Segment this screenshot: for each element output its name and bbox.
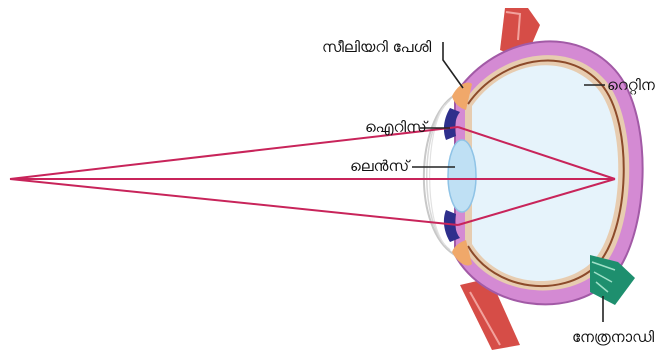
- lens: [447, 139, 477, 213]
- light-rays: [9, 126, 616, 226]
- ciliary-body-upper: [452, 82, 472, 110]
- lower-muscle: [460, 278, 520, 350]
- retina-label: റെറ്റിന: [607, 76, 655, 95]
- optic-nerve-label: നേത്രനാഡി: [572, 328, 655, 346]
- retina-layer: [467, 59, 625, 287]
- iris-label: ഐറിസ്: [365, 118, 429, 136]
- iris-lower: [443, 210, 460, 242]
- ciliary-muscle-leader: [442, 42, 464, 89]
- optic-nerve: [590, 255, 635, 305]
- ciliary-body-lower: [452, 240, 472, 266]
- cornea: [422, 94, 456, 256]
- ciliary-muscle-label: സീലിയറി പേശി: [322, 38, 432, 56]
- iris-upper: [443, 108, 460, 140]
- lens-label: ലെൻസ്: [350, 157, 412, 175]
- vitreous-body: [472, 65, 619, 282]
